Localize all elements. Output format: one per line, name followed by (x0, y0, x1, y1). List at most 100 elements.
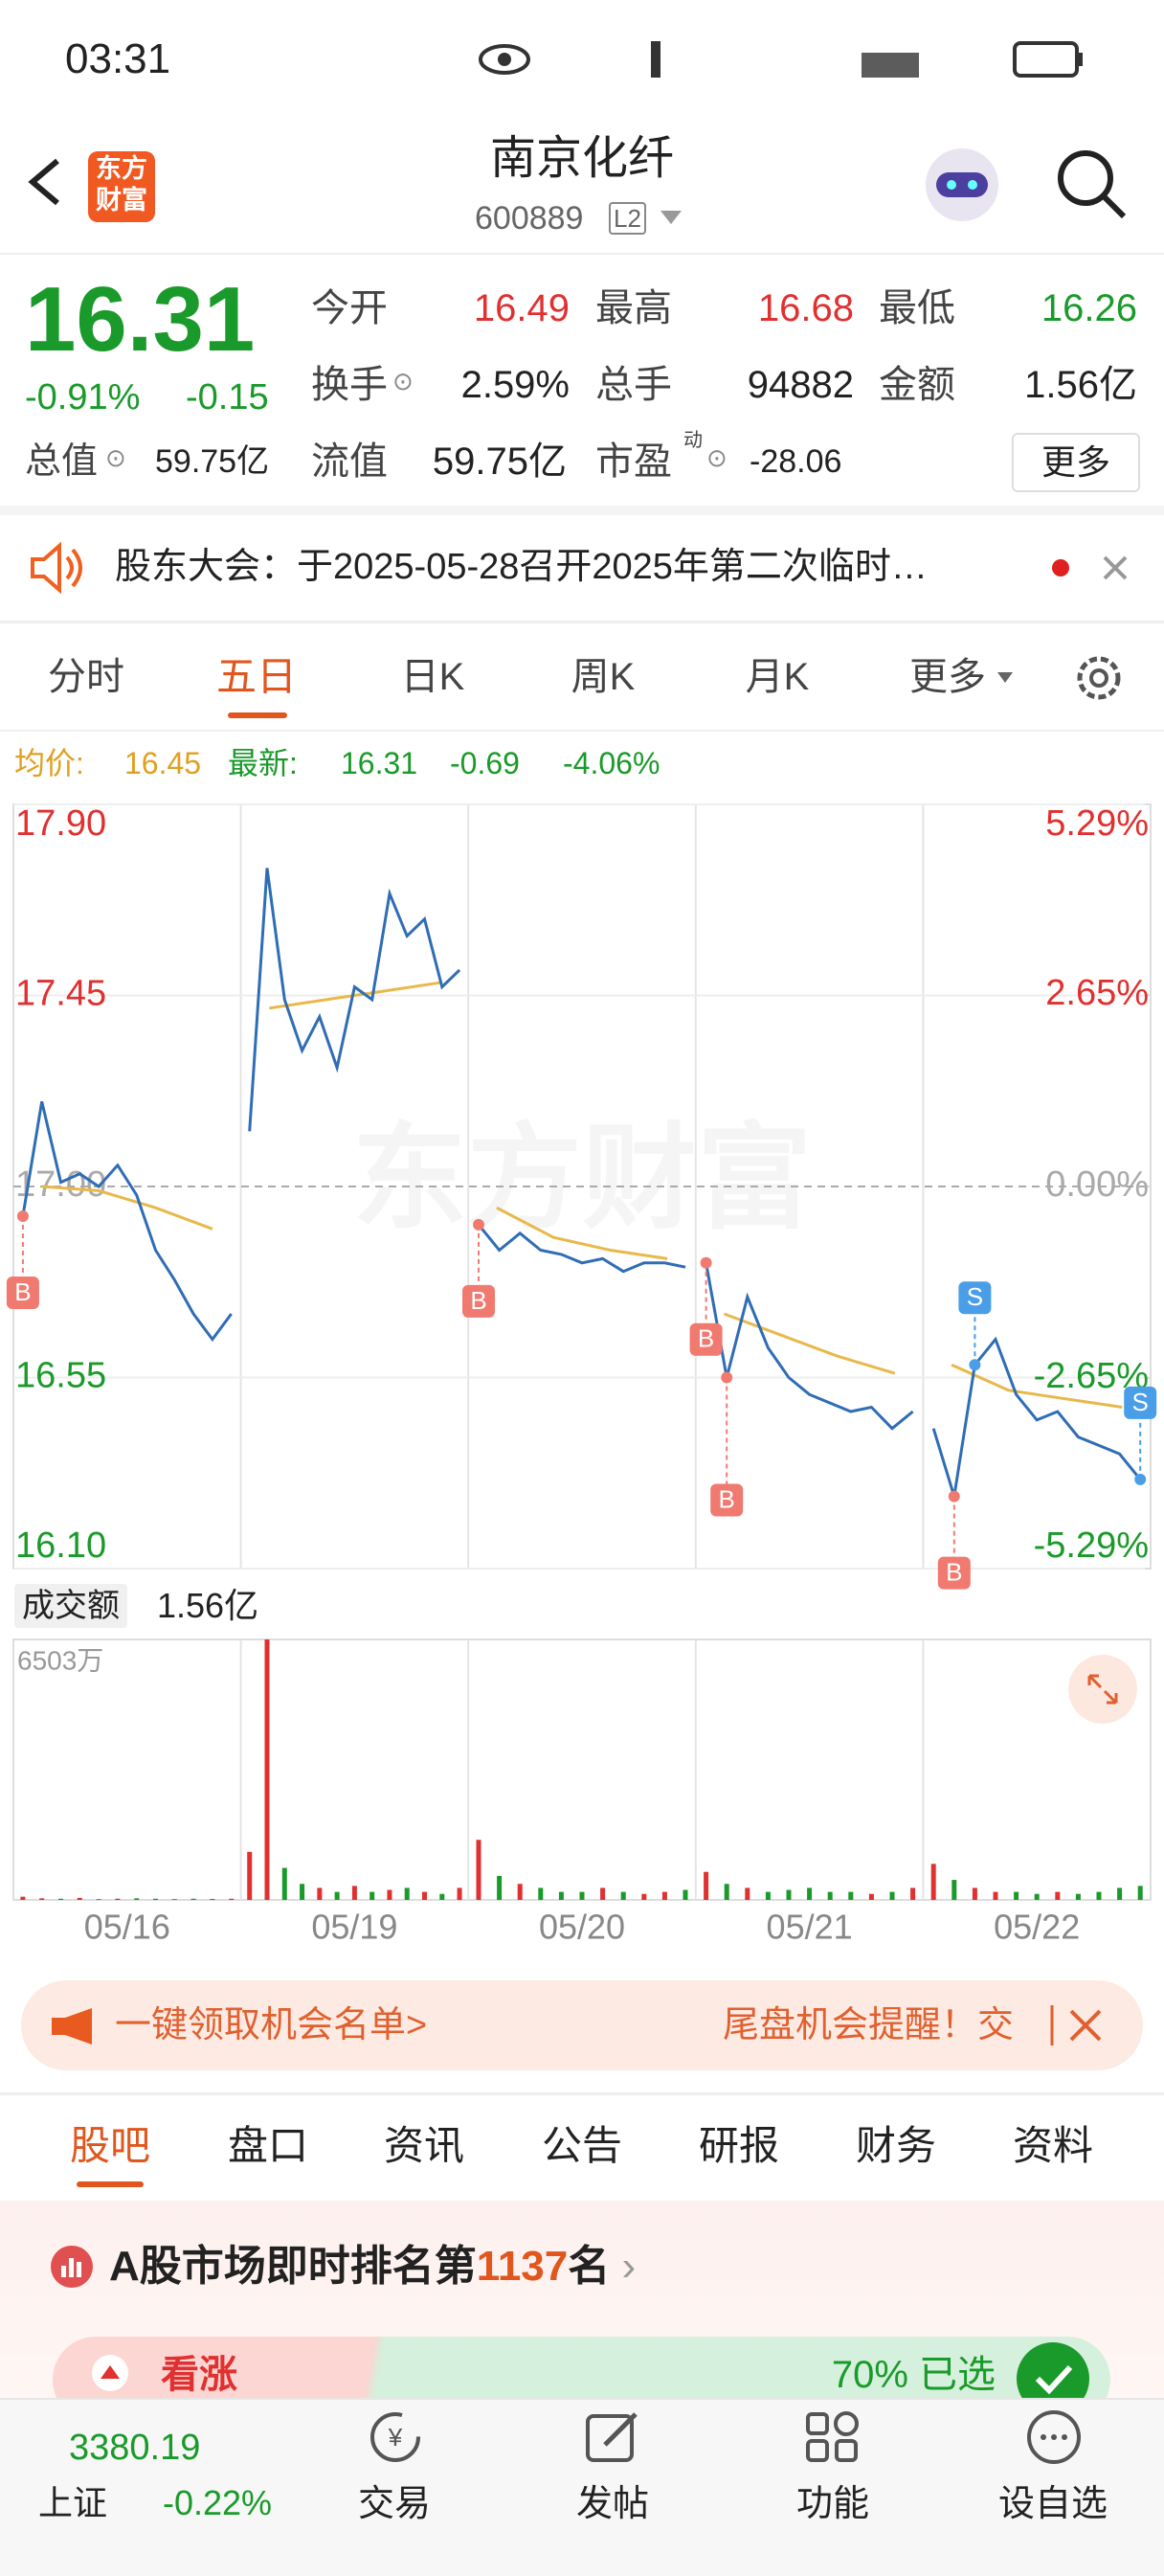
volume-bar (300, 1884, 305, 1900)
nav-item[interactable]: 设自选 (997, 2484, 1108, 2524)
volume-bar (517, 1884, 523, 1900)
volume-bar (889, 1891, 895, 1900)
banner-text[interactable]: 尾盘机会提醒！交 (723, 2005, 1015, 2045)
section-tab[interactable]: 公告 (541, 2123, 623, 2168)
volume-bar (1014, 1891, 1019, 1900)
avg-line (41, 1185, 213, 1231)
trade-badge (462, 1284, 495, 1318)
dropdown[interactable] (659, 209, 683, 228)
volume-tick-label: 6503万 (17, 1645, 103, 1675)
bottom-nav (0, 2398, 1164, 2576)
svg-text:¥: ¥ (388, 2423, 403, 2452)
volume-bar (229, 1898, 235, 1900)
index-name[interactable]: 上证 (38, 2483, 108, 2522)
trade-label: B (946, 1558, 962, 1587)
rank-number: 1137 (476, 2243, 569, 2290)
rank-text[interactable]: A股市场即时排名第1137名 › (109, 2243, 637, 2290)
volume-bar (538, 1887, 544, 1900)
search-icon[interactable] (1053, 146, 1130, 222)
field-label: 流值 (311, 441, 388, 483)
check-icon (1017, 2342, 1089, 2415)
trade-dot (721, 1371, 733, 1384)
notice-text[interactable]: 股东大会：于2025-05-28召开2025年第二次临时… (115, 547, 928, 587)
volume-bar (58, 1898, 63, 1900)
info-icon[interactable]: ⊙ (392, 367, 414, 395)
chart-tab[interactable]: 更多 (909, 656, 986, 698)
volume-bar (868, 1893, 874, 1900)
level-badge[interactable]: L2 (609, 202, 646, 235)
latest-change-pct: -4.06% (563, 746, 660, 780)
index-change[interactable]: -0.22% (163, 2483, 273, 2522)
volume-bar (848, 1891, 854, 1900)
chart-tab[interactable]: 日K (400, 656, 465, 698)
volume-bar (765, 1891, 771, 1900)
nav-item[interactable]: 发帖 (575, 2484, 650, 2524)
five-day-chart: 东方财富 17.9017.4517.0016.5516.105.29%2.65%… (6, 803, 1157, 1947)
volume-bar (247, 1851, 253, 1900)
volume-bar (457, 1887, 462, 1900)
x-tick-label: 05/16 (84, 1908, 170, 1947)
volume-bar (210, 1898, 215, 1900)
trade-dot (969, 1359, 981, 1371)
chart-tab[interactable]: 分时 (48, 656, 124, 698)
volume-bar (422, 1891, 428, 1900)
banner-close[interactable] (1048, 2001, 1125, 2049)
vote-up[interactable]: 看涨 (161, 2354, 237, 2396)
field-value: 16.49 (473, 287, 570, 329)
chart-tab[interactable]: 周K (571, 656, 636, 698)
avg-label: 均价: (14, 746, 84, 780)
tab-underline (228, 712, 287, 718)
y-tick-label: 16.55 (15, 1356, 106, 1396)
nav-item[interactable]: 交易 (357, 2484, 432, 2524)
volume-bar (369, 1891, 375, 1900)
change: -0.15 (186, 377, 269, 418)
more-button[interactable]: 更多 (1012, 433, 1140, 492)
y2-tick-label: 5.29% (1045, 803, 1149, 844)
banner-text[interactable]: 一键领取机会名单> (115, 2005, 428, 2045)
field-value: 94882 (747, 364, 854, 406)
field-label: 最低 (879, 287, 955, 329)
section-tab[interactable]: 资讯 (383, 2123, 465, 2168)
stock-name: 南京化纤 (489, 133, 675, 184)
volume-bar (20, 1896, 26, 1900)
info-icon[interactable]: ⊙ (105, 443, 126, 472)
settings-icon[interactable] (1070, 649, 1128, 707)
assistant-icon[interactable] (919, 142, 1005, 228)
x-tick-label: 05/21 (767, 1908, 853, 1947)
section-tab[interactable]: 财务 (855, 2123, 937, 2168)
volume-selector[interactable]: 成交额 (14, 1584, 127, 1628)
volume-bar (476, 1840, 481, 1900)
x-tick-label: 05/20 (539, 1908, 625, 1947)
section-tab[interactable]: 资料 (1012, 2123, 1094, 2168)
field-value: 16.68 (757, 287, 854, 329)
y-tick-label: 17.90 (15, 803, 106, 844)
section-tab-active[interactable]: 股吧 (69, 2123, 151, 2168)
chart-tab[interactable]: 月K (745, 656, 810, 698)
volume-bar (439, 1893, 445, 1900)
notice-controls[interactable] (1049, 555, 1145, 580)
section-tab[interactable]: 盘口 (227, 2123, 309, 2168)
trade-label: B (719, 1484, 735, 1513)
trade-label: S (967, 1282, 983, 1311)
back-button[interactable] (19, 153, 77, 211)
vote-chosen: 70% 已选 (831, 2354, 996, 2396)
volume-bar (1137, 1886, 1143, 1900)
volume-bar (600, 1887, 606, 1900)
field-value: 16.26 (1041, 287, 1137, 329)
info-icon[interactable]: ⊙ (706, 443, 728, 472)
volume-bar (39, 1898, 45, 1900)
trade-badge (958, 1281, 992, 1315)
expand-button[interactable] (1066, 1653, 1139, 1726)
volume-bar (579, 1891, 585, 1900)
index-value[interactable]: 3380.19 (69, 2428, 201, 2468)
field-label: 总手 (595, 364, 672, 406)
field-label: 总值 (25, 441, 99, 482)
price-line (477, 1223, 686, 1274)
field-label: 金额 (879, 364, 955, 406)
section-tab[interactable]: 研报 (698, 2123, 780, 2168)
nav-item[interactable]: 功能 (795, 2484, 870, 2524)
price-line (248, 868, 461, 1132)
chart-tab-active[interactable]: 五日 (215, 654, 298, 699)
y2-tick-label: -5.29% (1034, 1525, 1149, 1566)
promo-banner[interactable] (21, 1980, 1143, 2070)
